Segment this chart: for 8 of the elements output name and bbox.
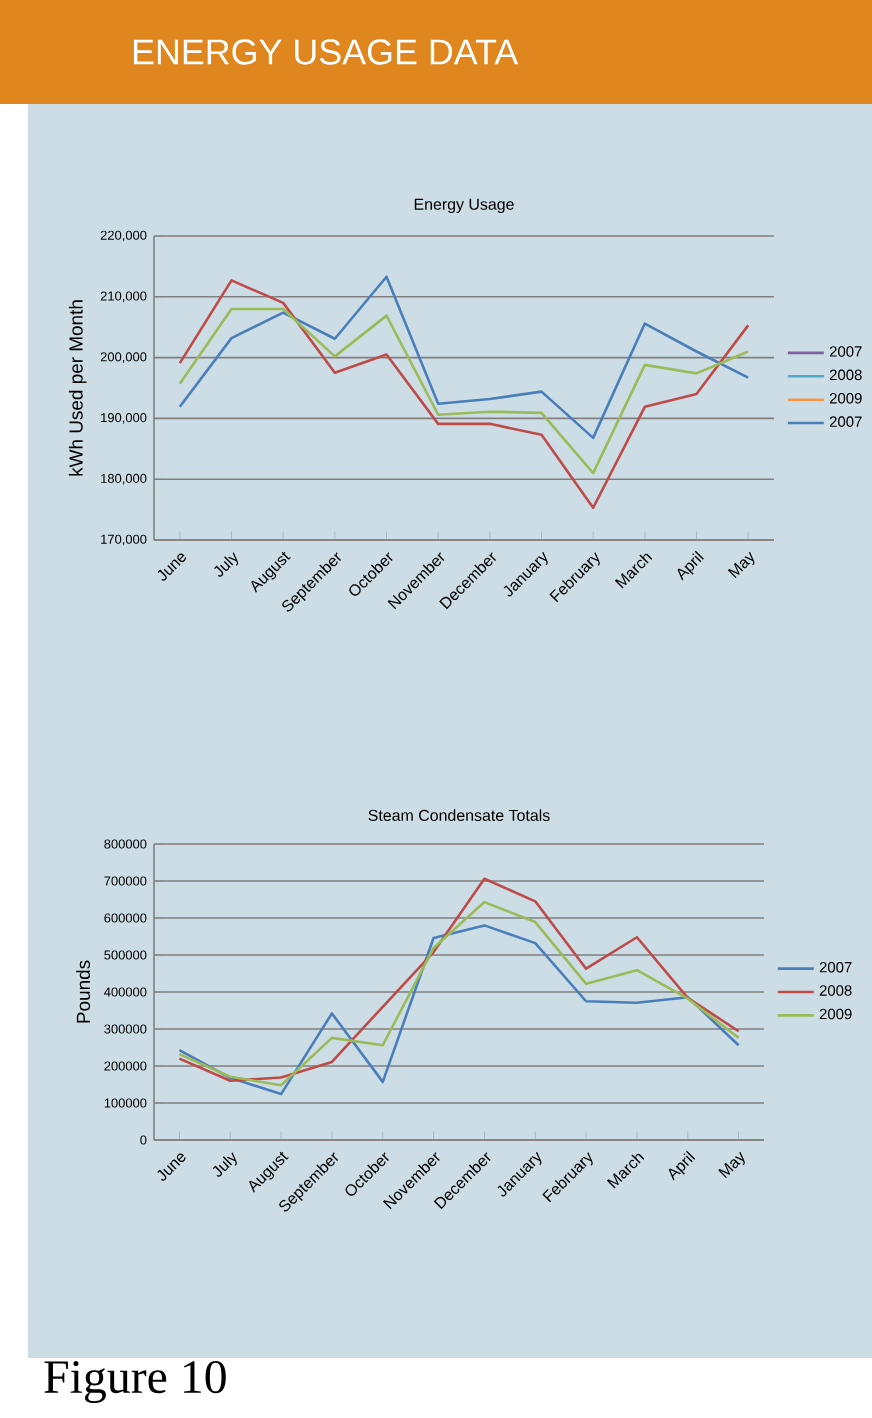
y-axis-title: Pounds bbox=[76, 960, 91, 1023]
line-series bbox=[178, 924, 740, 1096]
caption: Figure 10 bbox=[44, 1360, 226, 1404]
line-series bbox=[178, 279, 750, 510]
text: ENERGY USAGE DATA bbox=[133, 39, 519, 65]
y-axis-title: kWh Used per Month bbox=[68, 300, 87, 476]
line-series bbox=[178, 307, 750, 475]
line-series bbox=[178, 275, 750, 440]
